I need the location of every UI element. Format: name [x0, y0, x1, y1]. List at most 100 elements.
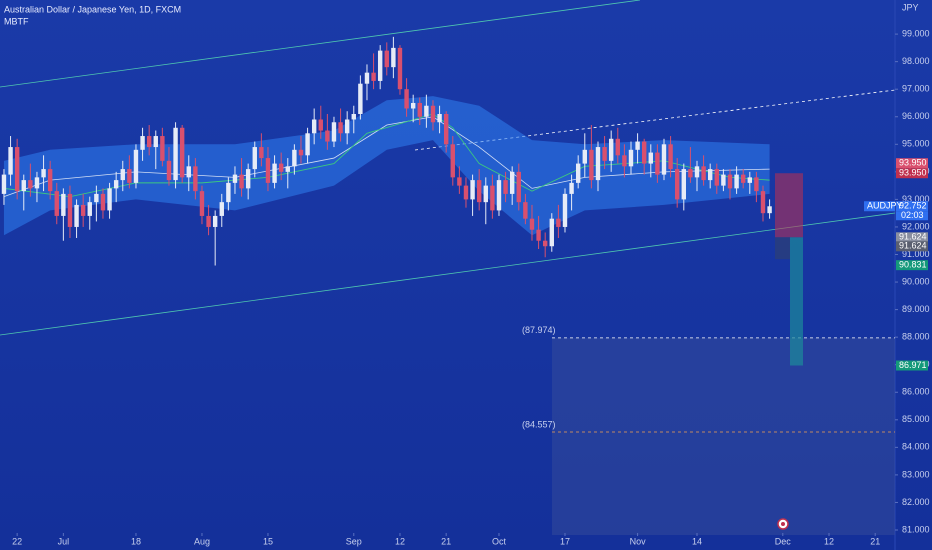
candle-body [707, 169, 713, 181]
candle-body [371, 72, 376, 81]
y-tick-label: 89.000 [902, 304, 930, 314]
plot: (87.974) (84.557) [1, 36, 895, 535]
price-label-bg [896, 360, 928, 371]
candle-body [265, 158, 271, 183]
x-tick-label: 15 [263, 536, 273, 546]
candle-body [377, 50, 383, 81]
time-left-bg [896, 211, 928, 221]
price-label-bg [896, 241, 928, 252]
candle-body [582, 149, 587, 164]
candle-body [714, 169, 719, 186]
target-zone [790, 237, 803, 366]
candle-body [496, 180, 502, 211]
candle-body [272, 163, 277, 183]
candle-body [87, 202, 92, 216]
candle-body [701, 166, 706, 181]
candle-body [206, 215, 211, 227]
candle-body [622, 155, 627, 167]
x-tick-label: Dec [775, 536, 792, 546]
y-tick-label: 93.000 [902, 194, 930, 204]
price-label-bg [896, 260, 928, 271]
y-tick-label: 97.000 [902, 84, 930, 94]
candle-body [575, 163, 581, 183]
candle-body [199, 191, 205, 216]
candle-body [54, 191, 59, 216]
candle-body [424, 105, 429, 117]
symbol-label: AUDJPY [867, 201, 903, 211]
x-tick-label: 17 [560, 536, 570, 546]
y-tick-label: 96.000 [902, 111, 930, 121]
stop-zone [775, 173, 803, 238]
candle-body [589, 149, 594, 181]
y-tick-label: 82.000 [902, 497, 930, 507]
candle-body [285, 166, 290, 172]
candle-body [166, 160, 172, 181]
price-label-bg [896, 168, 928, 179]
price-label: 91.624 [899, 232, 927, 242]
candle-body [754, 177, 759, 192]
candle-body [259, 147, 264, 159]
candle-body [160, 136, 165, 161]
candle-body [364, 72, 370, 84]
candle-body [245, 169, 251, 189]
candle-body [727, 174, 733, 189]
candle-body [74, 204, 79, 227]
candle-body [483, 185, 488, 203]
y-tick-label: 91.000 [902, 249, 930, 259]
candle-body [133, 149, 139, 183]
candle-body [569, 182, 574, 194]
y-tick-label: 90.000 [902, 276, 930, 286]
candle-body [232, 174, 238, 183]
price-label-bg [896, 201, 928, 212]
x-tick-label: 12 [395, 536, 405, 546]
candle-body [595, 147, 601, 181]
candle-body [655, 152, 660, 175]
candle-body [556, 218, 561, 227]
candle-body [516, 171, 521, 203]
candle-body [325, 130, 330, 142]
y-tick-label: 86.000 [902, 387, 930, 397]
candle-body [146, 136, 152, 148]
x-tick-label: Oct [492, 536, 507, 546]
candle-body [80, 204, 86, 216]
candle-body [186, 166, 191, 178]
x-tick-label: 12 [824, 536, 834, 546]
candle-body [760, 191, 766, 214]
candle-body [278, 163, 284, 172]
candle-body [113, 180, 119, 189]
price-label: 86.971 [899, 360, 927, 370]
candle-body [476, 180, 482, 203]
y-tick-label: 92.000 [902, 221, 930, 231]
candle-body [41, 169, 46, 178]
candle-body [470, 180, 475, 200]
candle-body [417, 102, 422, 117]
candle-body [747, 177, 752, 183]
level-label: (84.557) [522, 419, 556, 429]
candle-body [602, 147, 607, 161]
candle-body [318, 119, 323, 131]
candle-body [61, 193, 66, 216]
candle-body [391, 47, 396, 68]
price-label: 90.831 [899, 260, 927, 270]
x-tick-label: Jul [58, 536, 70, 546]
candle-body [661, 144, 667, 175]
candle-body [47, 169, 53, 192]
candle-body [358, 83, 363, 114]
x-tick-label: 22 [12, 536, 22, 546]
candle-body [179, 127, 185, 178]
candle-body [668, 144, 673, 170]
candle-body [14, 147, 20, 192]
x-tick-label: 14 [692, 536, 702, 546]
candle-body [641, 141, 647, 164]
candle-body [252, 147, 257, 170]
price-label: 91.624 [899, 241, 927, 251]
y-tick-label: 99.000 [902, 28, 930, 38]
x-tick-label: 21 [441, 536, 451, 546]
candle-body [28, 180, 33, 189]
event-icon-dot [781, 522, 785, 526]
time-left: 02:03 [901, 210, 924, 220]
candle-body [615, 138, 620, 156]
x-tick-label: Nov [630, 536, 647, 546]
y-tick-label: 83.000 [902, 469, 930, 479]
